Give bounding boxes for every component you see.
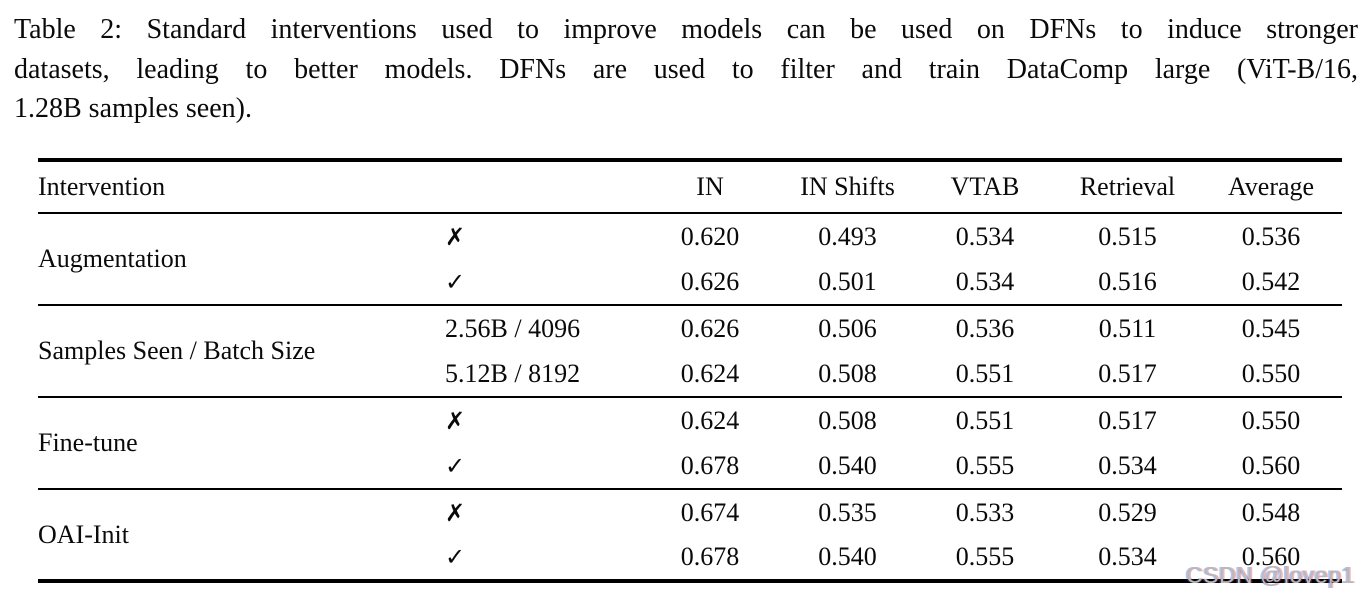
column-header-retrieval: Retrieval xyxy=(1079,172,1176,201)
caption-line: datasets, leading to better models. DFNs… xyxy=(14,53,1358,85)
column-header-vtab: VTAB xyxy=(950,172,1020,201)
cell-average: 0.560 xyxy=(1241,450,1301,480)
table-row: ✓ 0.626 0.501 0.534 0.516 0.542 xyxy=(38,259,1342,305)
cell-in-shifts: 0.535 xyxy=(818,497,877,527)
table-header-row: Intervention IN IN Shifts VTAB Retrieval… xyxy=(38,160,1342,213)
cell-in: 0.624 xyxy=(680,405,740,435)
cell-in: 0.678 xyxy=(680,450,740,480)
cross-icon: ✗ xyxy=(445,498,466,527)
cell-retrieval: 0.511 xyxy=(1098,313,1157,343)
setting-cell: 2.56B / 4096 xyxy=(445,305,640,351)
table-row: ✓ 0.678 0.540 0.555 0.534 0.560 xyxy=(38,443,1342,489)
cell-vtab: 0.551 xyxy=(955,405,1015,435)
check-icon: ✓ xyxy=(445,543,466,571)
cell-retrieval: 0.529 xyxy=(1098,497,1157,527)
setting-cell: ✓ xyxy=(445,535,640,581)
cell-vtab: 0.555 xyxy=(955,542,1015,571)
setting-cell: ✗ xyxy=(445,397,640,443)
cell-retrieval: 0.516 xyxy=(1098,266,1157,296)
table-row: Augmentation ✗ 0.620 0.493 0.534 0.515 0… xyxy=(38,213,1342,274)
setting-cell: ✗ xyxy=(445,213,640,259)
cell-vtab: 0.551 xyxy=(955,358,1015,388)
group-fine-tune: Fine-tune ✗ 0.624 0.508 0.551 0.517 0.55… xyxy=(38,397,1342,489)
cell-in: 0.678 xyxy=(680,542,740,571)
cell-vtab: 0.536 xyxy=(955,313,1015,343)
cell-vtab: 0.534 xyxy=(955,266,1015,296)
caption-line: Table 2: Standard interventions used to … xyxy=(14,14,1358,45)
row-label-augmentation: Augmentation xyxy=(38,244,187,273)
cell-vtab: 0.555 xyxy=(955,450,1015,480)
watermark: CSDN @lovep1 xyxy=(1186,562,1355,588)
check-icon: ✓ xyxy=(445,267,466,296)
cell-average: 0.550 xyxy=(1241,405,1301,435)
cell-vtab: 0.533 xyxy=(955,497,1015,527)
column-header-setting xyxy=(445,160,640,213)
table-row: Fine-tune ✗ 0.624 0.508 0.551 0.517 0.55… xyxy=(38,397,1342,458)
cell-average: 0.560 xyxy=(1241,542,1301,571)
group-oai-init: OAI-Init ✗ 0.674 0.535 0.533 0.529 0.548… xyxy=(38,489,1342,581)
cell-in-shifts: 0.540 xyxy=(818,542,877,571)
cell-retrieval: 0.515 xyxy=(1098,221,1157,251)
cell-in-shifts: 0.508 xyxy=(818,405,877,435)
table-caption: Table 2: Standard interventions used to … xyxy=(14,10,1358,129)
cell-retrieval: 0.534 xyxy=(1098,450,1157,480)
table-row: 5.12B / 8192 0.624 0.508 0.551 0.517 0.5… xyxy=(38,351,1342,397)
setting-label: 2.56B / 4096 xyxy=(445,313,581,343)
cell-in-shifts: 0.506 xyxy=(818,313,877,343)
cell-average: 0.545 xyxy=(1241,313,1301,343)
table-header: Intervention IN IN Shifts VTAB Retrieval… xyxy=(38,160,1342,213)
cell-average: 0.550 xyxy=(1241,358,1301,388)
table-row: ✓ 0.678 0.540 0.555 0.534 0.560 xyxy=(38,535,1342,581)
row-label-oai-init: OAI-Init xyxy=(38,519,129,549)
cell-average: 0.548 xyxy=(1241,497,1301,527)
cell-in-shifts: 0.508 xyxy=(818,358,877,388)
cell-in: 0.626 xyxy=(680,313,740,343)
check-icon: ✓ xyxy=(445,451,466,480)
cross-icon: ✗ xyxy=(445,406,466,435)
cell-vtab: 0.534 xyxy=(955,221,1015,251)
setting-label: 5.12B / 8192 xyxy=(445,358,581,388)
cell-retrieval: 0.517 xyxy=(1098,358,1157,388)
column-header-intervention: Intervention xyxy=(38,172,166,201)
group-augmentation: Augmentation ✗ 0.620 0.493 0.534 0.515 0… xyxy=(38,213,1342,305)
setting-cell: ✗ xyxy=(445,489,640,535)
column-header-average: Average xyxy=(1227,172,1315,201)
cell-in: 0.620 xyxy=(680,221,740,251)
cell-in-shifts: 0.493 xyxy=(818,221,877,251)
cell-retrieval: 0.517 xyxy=(1098,405,1157,435)
row-label-fine-tune: Fine-tune xyxy=(38,428,138,457)
cross-icon: ✗ xyxy=(445,222,466,251)
cell-average: 0.542 xyxy=(1241,266,1301,296)
row-label-samples-seen-batch-size: Samples Seen / Batch Size xyxy=(38,336,316,365)
table-row: Samples Seen / Batch Size 2.56B / 4096 0… xyxy=(38,305,1342,366)
column-header-in: IN xyxy=(696,172,724,201)
cell-retrieval: 0.534 xyxy=(1098,542,1157,571)
cell-in-shifts: 0.540 xyxy=(818,450,877,480)
cell-average: 0.536 xyxy=(1241,221,1301,251)
setting-cell: 5.12B / 8192 xyxy=(445,351,640,397)
setting-cell: ✓ xyxy=(445,443,640,489)
column-header-in-shifts: IN Shifts xyxy=(800,172,895,201)
cell-in: 0.624 xyxy=(680,358,740,388)
results-table: Intervention IN IN Shifts VTAB Retrieval… xyxy=(38,158,1342,583)
caption-line: 1.28B samples seen). xyxy=(14,93,252,124)
group-samples-seen-batch-size: Samples Seen / Batch Size 2.56B / 4096 0… xyxy=(38,305,1342,397)
cell-in: 0.626 xyxy=(680,266,740,296)
table-row: OAI-Init ✗ 0.674 0.535 0.533 0.529 0.548 xyxy=(38,489,1342,549)
cell-in-shifts: 0.501 xyxy=(818,266,877,296)
cell-in: 0.674 xyxy=(680,497,740,527)
setting-cell: ✓ xyxy=(445,259,640,305)
